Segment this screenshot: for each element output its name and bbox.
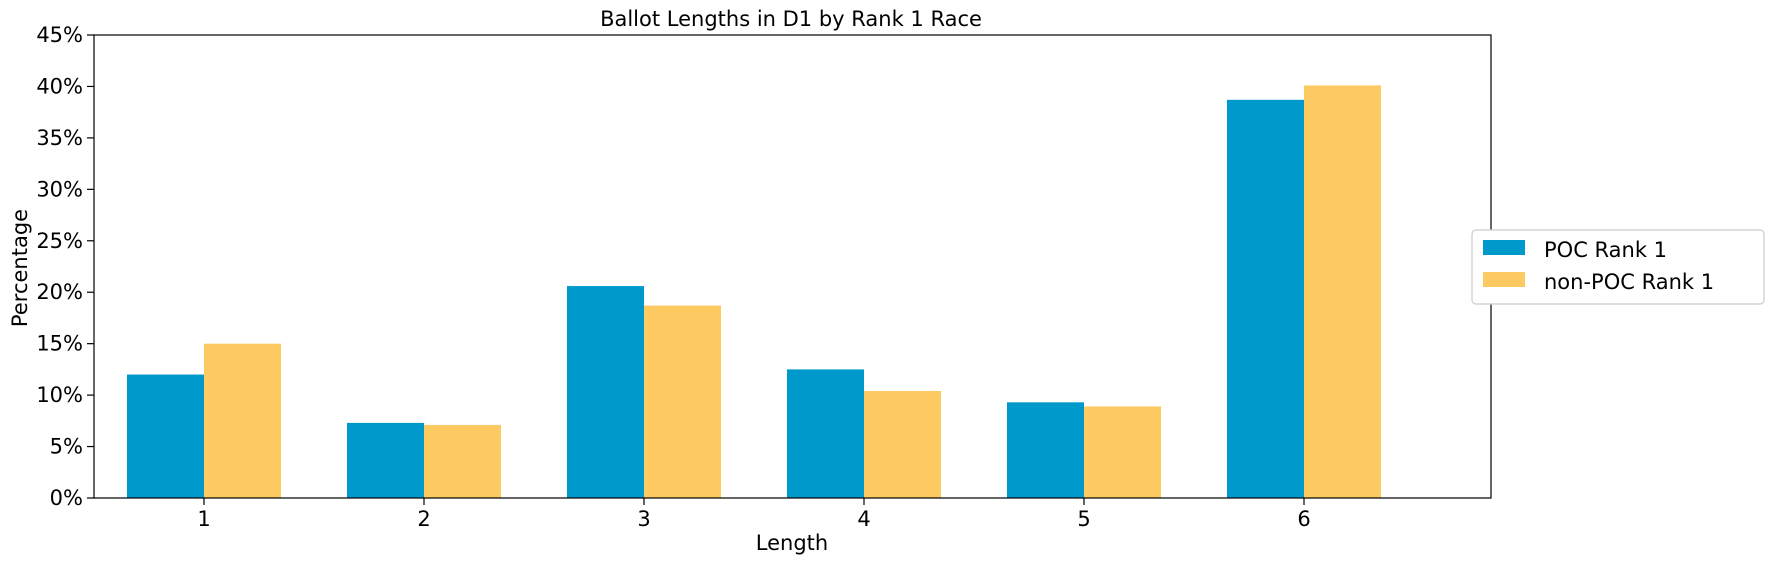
y-tick-label: 10% [36,383,83,407]
legend: POC Rank 1 non-POC Rank 1 [1471,229,1765,305]
x-tick-label: 3 [637,507,650,531]
bar-poc-6 [1227,99,1304,498]
x-tick-label: 5 [1077,507,1090,531]
bar-poc-3 [567,286,644,498]
bar-non-poc-3 [644,305,721,498]
bar-non-poc-1 [204,343,281,498]
y-tick-label: 15% [36,332,83,356]
x-axis-ticks: 1 2 3 4 5 6 [197,498,1311,531]
bar-poc-2 [347,422,424,498]
legend-swatch-poc [1483,240,1525,255]
y-axis-label: Percentage [8,209,32,327]
legend-label-non-poc: non-POC Rank 1 [1544,270,1714,294]
x-tick-label: 2 [417,507,430,531]
y-tick-label: 25% [36,229,83,253]
bar-poc-4 [787,369,864,498]
bars-group [127,85,1381,498]
legend-swatch-non-poc [1483,272,1525,287]
bar-non-poc-4 [864,390,941,498]
bar-non-poc-2 [424,424,501,498]
x-tick-label: 4 [857,507,870,531]
y-tick-label: 30% [36,177,83,201]
x-tick-label: 1 [197,507,210,531]
x-tick-label: 6 [1297,507,1310,531]
bar-poc-1 [127,374,204,498]
bar-non-poc-6 [1304,85,1381,498]
y-tick-label: 45% [36,23,83,47]
chart-title: Ballot Lengths in D1 by Rank 1 Race [600,7,982,31]
x-axis-label: Length [756,531,828,555]
y-tick-label: 35% [36,126,83,150]
legend-frame [1471,229,1765,305]
y-axis-ticks: 0% 5% 10% 15% 20% 25% 30% 35% 40% 45% [36,23,94,510]
legend-label-poc: POC Rank 1 [1544,238,1667,262]
y-tick-label: 0% [50,486,83,510]
y-tick-label: 20% [36,280,83,304]
bar-non-poc-5 [1084,406,1161,498]
y-tick-label: 5% [50,435,83,459]
y-tick-label: 40% [36,74,83,98]
bar-poc-5 [1007,402,1084,498]
